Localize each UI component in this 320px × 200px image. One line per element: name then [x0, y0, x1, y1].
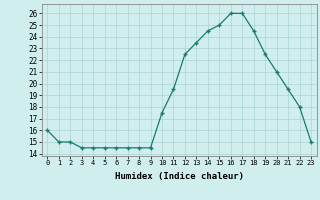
X-axis label: Humidex (Indice chaleur): Humidex (Indice chaleur) [115, 172, 244, 181]
